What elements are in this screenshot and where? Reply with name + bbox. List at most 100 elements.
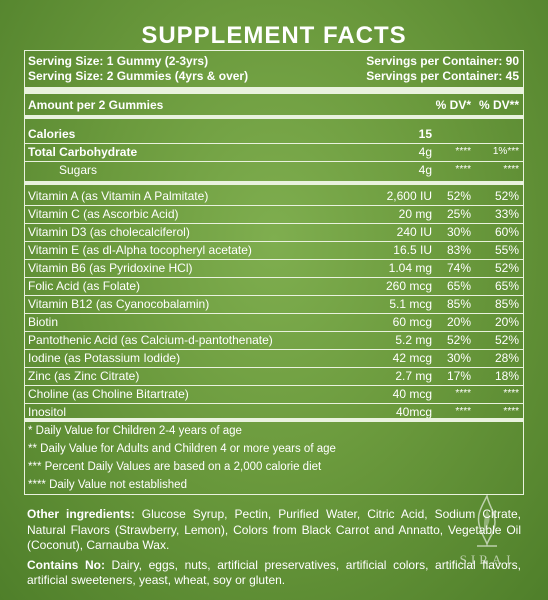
carbohydrate-dv2: 1%*** — [492, 146, 519, 157]
carbohydrate-row: Total Carbohydrate 4g **** 1%*** — [25, 144, 523, 160]
row-divider — [25, 313, 523, 314]
nutrient-dv2: 33% — [494, 207, 519, 221]
nutrient-dv2: 65% — [494, 279, 519, 293]
ingredients-section: Other ingredients: Glucose Syrup, Pectin… — [27, 507, 521, 593]
row-divider — [25, 205, 523, 206]
nutrient-dv2: 20% — [494, 315, 519, 329]
row-divider — [25, 277, 523, 278]
nutrient-dv1: 30% — [446, 351, 471, 365]
nutrient-row: Iodine (as Potassium Iodide) 42 mcg 30% … — [25, 350, 523, 366]
panel-title: SUPPLEMENT FACTS — [141, 22, 407, 49]
amount-header-label: Amount per 2 Gummies — [28, 98, 164, 112]
nutrient-dv2: 52% — [494, 189, 519, 203]
nutrient-row: Biotin 60 mcg 20% 20% — [25, 314, 523, 330]
row-divider — [25, 295, 523, 296]
nutrient-row: Vitamin E (as dl-Alpha tocopheryl acetat… — [25, 242, 523, 258]
sugars-dv1: **** — [455, 164, 471, 175]
nutrient-dv1: 25% — [446, 207, 471, 221]
nutrient-amount: 5.1 mcg — [389, 297, 432, 311]
watermark-text: SIRAJ — [459, 552, 515, 567]
serving-size-2: Serving Size: 2 Gummies (4yrs & over) — [28, 69, 249, 83]
nutrient-name: Biotin — [28, 315, 59, 329]
nutrient-dv2: 52% — [494, 261, 519, 275]
nutrient-amount: 16.5 IU — [393, 243, 432, 257]
dv-header-1: % DV* — [435, 98, 471, 112]
other-ingredients-text: Glucose Syrup, Pectin, Purified Water, C… — [27, 507, 521, 552]
nutrient-amount: 5.2 mg — [395, 333, 432, 347]
row-divider — [25, 331, 523, 332]
sugars-dv2: **** — [503, 164, 519, 175]
servings-per-container-2: Servings per Container: 45 — [366, 69, 519, 83]
row-divider — [25, 161, 523, 162]
row-divider — [25, 349, 523, 350]
nutrient-dv2: 28% — [494, 351, 519, 365]
nutrient-amount: 1.04 mg — [388, 261, 432, 275]
supplement-facts-panel: Serving Size: 1 Gummy (2-3yrs) Servings … — [24, 50, 524, 495]
nutrient-name: Vitamin B6 (as Pyridoxine HCl) — [28, 261, 193, 275]
nutrient-name: Inositol — [28, 405, 67, 419]
nutrient-name: Vitamin B12 (as Cyanocobalamin) — [28, 297, 210, 311]
nutrient-amount: 260 mcg — [385, 279, 432, 293]
nutrient-row: Vitamin C (as Ascorbic Acid) 20 mg 25% 3… — [25, 206, 523, 222]
nutrient-row: Folic Acid (as Folate) 260 mcg 65% 65% — [25, 278, 523, 294]
sugars-row: Sugars 4g **** **** — [25, 162, 523, 178]
nutrient-dv1: 83% — [446, 243, 471, 257]
carbohydrate-dv1: **** — [455, 146, 471, 157]
carbohydrate-label: Total Carbohydrate — [28, 145, 138, 159]
row-divider — [25, 259, 523, 260]
nutrient-dv1: **** — [455, 388, 471, 399]
contains-no: Contains No: Dairy, eggs, nuts, artifici… — [27, 558, 521, 589]
nutrient-amount: 40mcg — [395, 405, 432, 419]
nutrient-amount: 42 mcg — [392, 351, 432, 365]
thick-divider-bottom — [25, 418, 523, 422]
nutrient-dv2: 85% — [494, 297, 519, 311]
nutrient-row: Vitamin B12 (as Cyanocobalamin) 5.1 mcg … — [25, 296, 523, 312]
calories-row: Calories 15 — [25, 126, 523, 142]
nutrient-name: Pantothenic Acid (as Calcium-d-pantothen… — [28, 333, 273, 347]
nutrient-name: Iodine (as Potassium Iodide) — [28, 351, 181, 365]
nutrient-dv1: 52% — [446, 333, 471, 347]
thick-divider-top — [25, 87, 523, 94]
nutrient-row: Zinc (as Zinc Citrate) 2.7 mg 17% 18% — [25, 368, 523, 384]
flame-icon — [477, 493, 497, 547]
sugars-label: Sugars — [59, 163, 98, 177]
serving-size-1: Serving Size: 1 Gummy (2-3yrs) — [28, 54, 209, 68]
nutrient-dv1: 85% — [446, 297, 471, 311]
nutrient-row: Choline (as Choline Bitartrate) 40 mcg *… — [25, 386, 523, 402]
serving-row-2: Serving Size: 2 Gummies (4yrs & over) Se… — [25, 70, 523, 83]
footnote-4: **** Daily Value not established — [28, 479, 187, 491]
nutrient-name: Choline (as Choline Bitartrate) — [28, 387, 189, 401]
nutrient-dv1: 52% — [446, 189, 471, 203]
nutrient-row: Pantothenic Acid (as Calcium-d-pantothen… — [25, 332, 523, 348]
nutrient-dv1: 65% — [446, 279, 471, 293]
nutrient-name: Zinc (as Zinc Citrate) — [28, 369, 140, 383]
nutrient-amount: 20 mg — [398, 207, 432, 221]
nutrient-name: Vitamin D3 (as cholecalciferol) — [28, 225, 190, 239]
calories-amount: 15 — [418, 127, 432, 141]
nutrient-dv1: 17% — [446, 369, 471, 383]
row-divider — [25, 143, 523, 144]
dv-header-2: % DV** — [478, 98, 519, 112]
nutrient-dv2: **** — [503, 406, 519, 417]
other-ingredients: Other ingredients: Glucose Syrup, Pectin… — [27, 507, 521, 554]
nutrient-row: Vitamin D3 (as cholecalciferol) 240 IU 3… — [25, 224, 523, 240]
servings-per-container-1: Servings per Container: 90 — [366, 54, 519, 68]
footnote-3: *** Percent Daily Values are based on a … — [28, 461, 322, 473]
nutrient-amount: 60 mcg — [392, 315, 432, 329]
nutrient-name: Vitamin A (as Vitamin A Palmitate) — [28, 189, 209, 203]
nutrient-amount: 240 IU — [396, 225, 432, 239]
nutrient-row: Vitamin B6 (as Pyridoxine HCl) 1.04 mg 7… — [25, 260, 523, 276]
nutrient-dv2: **** — [503, 388, 519, 399]
row-divider — [25, 241, 523, 242]
serving-row-1: Serving Size: 1 Gummy (2-3yrs) Servings … — [25, 55, 523, 68]
nutrient-amount: 40 mcg — [392, 387, 432, 401]
nutrient-dv2: 18% — [494, 369, 519, 383]
contains-no-text: Dairy, eggs, nuts, artificial preservati… — [27, 557, 521, 588]
footnote-1: * Daily Value for Children 2-4 years of … — [28, 425, 242, 437]
nutrient-amount: 2.7 mg — [395, 369, 432, 383]
other-ingredients-label: Other ingredients: — [27, 507, 135, 521]
nutrient-dv2: 60% — [494, 225, 519, 239]
nutrient-name: Vitamin E (as dl-Alpha tocopheryl acetat… — [28, 243, 252, 257]
row-divider — [25, 223, 523, 224]
calories-label: Calories — [28, 127, 76, 141]
